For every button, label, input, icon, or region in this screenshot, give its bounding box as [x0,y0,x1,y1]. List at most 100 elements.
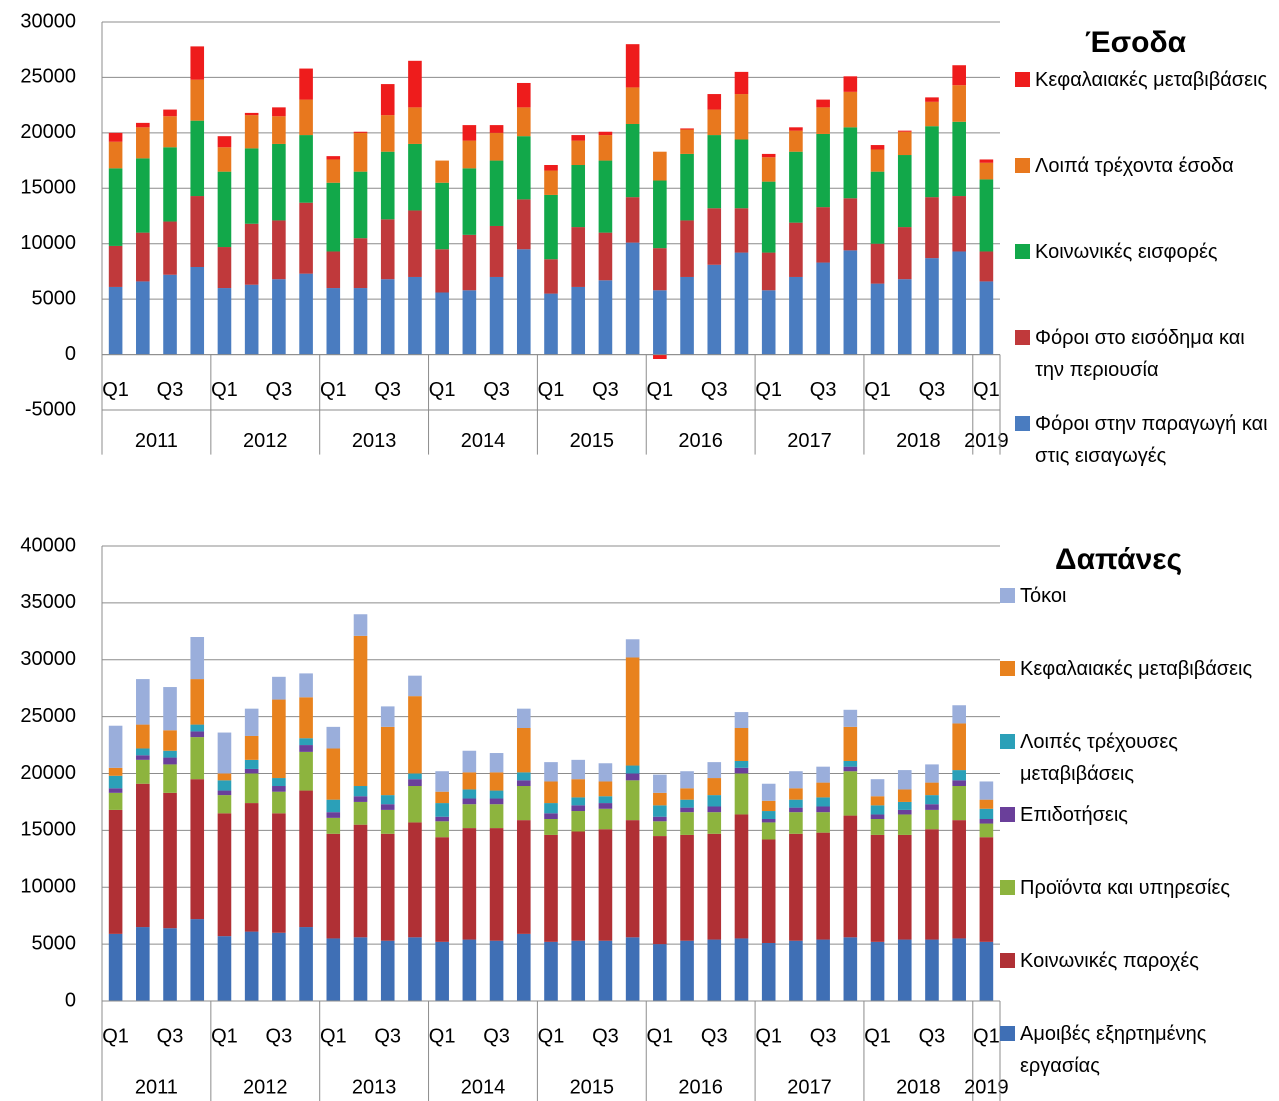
legend-swatch [1015,416,1030,431]
bar-segment [408,107,422,144]
bar-segment [435,816,449,822]
bar-segment [789,807,803,813]
bar-segment [707,833,722,940]
y-tick-label: 25000 [20,66,76,88]
bar-segment [653,944,667,1001]
bar-segment [217,136,232,148]
bar-segment [952,723,966,771]
bar-segment [925,258,939,355]
bar-segment [353,801,368,825]
bar-segment [680,129,694,154]
bar-segment [979,799,994,809]
bar-segment [272,778,286,787]
y-tick-label: 10000 [20,876,76,898]
bar-segment [843,815,858,938]
bar-segment [598,829,613,941]
bar-segment [870,819,885,835]
bar-segment [870,779,885,797]
bar-segment [653,354,667,360]
bar-segment [462,798,477,805]
bar-segment [244,115,259,149]
bar-segment [435,791,449,804]
bar-segment [952,705,966,724]
bar-segment [244,708,259,736]
bar-segment [571,165,586,228]
bar-segment [299,745,313,752]
x-tick-label: Q1 [102,1025,129,1047]
bar-segment [816,939,830,1001]
bar-segment [108,168,123,246]
bar-segment [272,676,286,700]
bar-segment [435,837,449,942]
bar-segment [462,939,477,1001]
bar-segment [571,805,586,812]
bar-segment [571,797,586,806]
bar-segment [734,728,749,761]
bar-segment [516,933,531,1001]
bar-segment [353,132,368,172]
x-tick-label: Q1 [429,379,456,401]
bar-segment [952,65,966,86]
bar-segment [136,724,150,749]
bar-segment [925,197,939,259]
bar-segment [598,781,613,797]
bar-segment [217,790,232,796]
bar-segment [435,182,449,250]
bar-segment [272,220,286,280]
bar-segment [136,127,150,159]
bar-segment [734,760,749,768]
y-tick-label: 5000 [32,932,77,954]
legend-title: Δαπάνες [1055,543,1183,576]
bar-segment [870,941,885,1001]
x-tick-label: Q1 [647,1025,674,1047]
bar-segment [625,765,640,774]
year-label: 2015 [570,1076,615,1098]
bar-segment [272,699,286,779]
bar-segment [734,94,749,140]
bar-segment [680,771,694,789]
bar-segment [653,290,667,355]
bar-segment [136,232,150,282]
year-label: 2019 [964,430,1009,452]
bar-segment [897,834,912,940]
bar-segment [598,803,613,809]
year-label: 2018 [896,430,941,452]
bar-segment [353,614,368,636]
legend-entry: Κοινωνικές παροχές [1000,945,1260,977]
legend-label: Κοινωνικές παροχές [1020,950,1199,972]
legend-label: Φόροι στο εισόδημα και την περιουσία [1035,327,1245,381]
legend-entry: Τόκοι [1000,580,1260,612]
year-label: 2017 [787,430,832,452]
bar-segment [408,786,422,823]
x-tick-label: Q1 [429,1025,456,1047]
x-tick-label: Q3 [374,379,401,401]
bar-segment [462,789,477,799]
bar-segment [925,809,939,830]
bar-segment [870,796,885,806]
bar-segment [571,286,586,355]
legend-label: Φόροι στην παραγωγή και στις εισαγωγές [1035,413,1268,467]
bar-segment [680,807,694,813]
x-tick-label: Q1 [864,1025,891,1047]
bar-segment [353,238,368,289]
bar-segment [190,79,205,121]
bar-segment [217,780,232,791]
bar-segment [870,814,885,819]
bar-segment [897,809,912,815]
bar-segment [244,112,259,116]
bar-segment [544,781,558,804]
bar-segment [925,782,939,796]
bar-segment [680,220,694,277]
bar-segment [408,276,422,355]
x-tick-label: Q3 [701,1025,728,1047]
bar-segment [843,127,858,199]
bar-segment [925,804,939,810]
bar-segment [680,276,694,355]
bar-segment [598,763,613,782]
bar-segment [299,738,313,746]
bar-segment [353,824,368,938]
bar-segment [462,828,477,940]
bar-segment [380,151,395,220]
